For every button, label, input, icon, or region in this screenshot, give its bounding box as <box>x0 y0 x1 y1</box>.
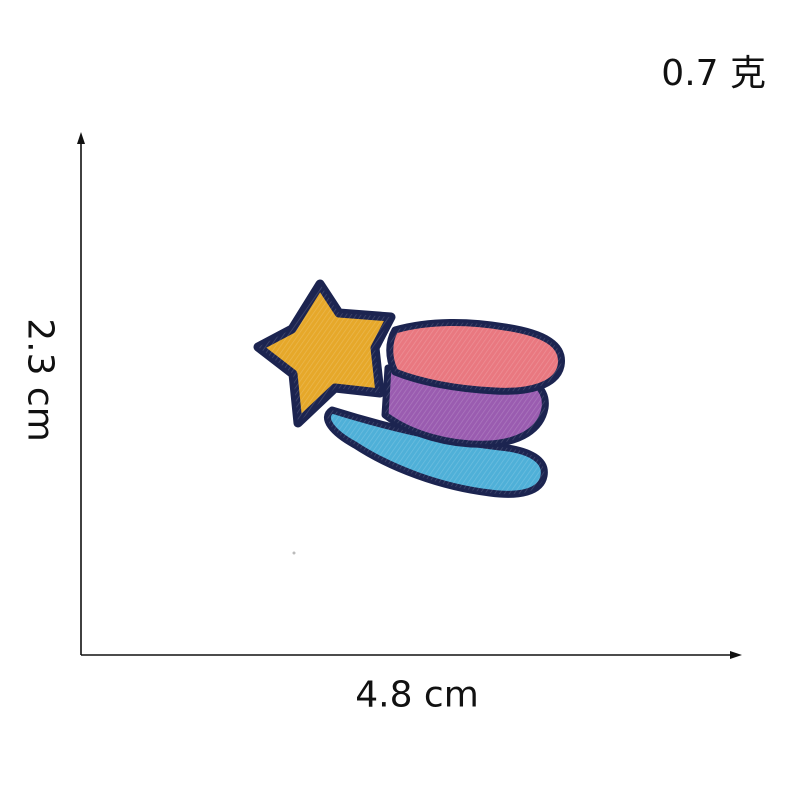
speck <box>292 551 296 555</box>
horizontal-axis-arrowhead <box>730 651 742 659</box>
weight-label: 0.7 克 <box>661 53 766 94</box>
width-label: 4.8 cm <box>355 674 479 716</box>
vertical-axis-arrowhead <box>77 132 85 144</box>
